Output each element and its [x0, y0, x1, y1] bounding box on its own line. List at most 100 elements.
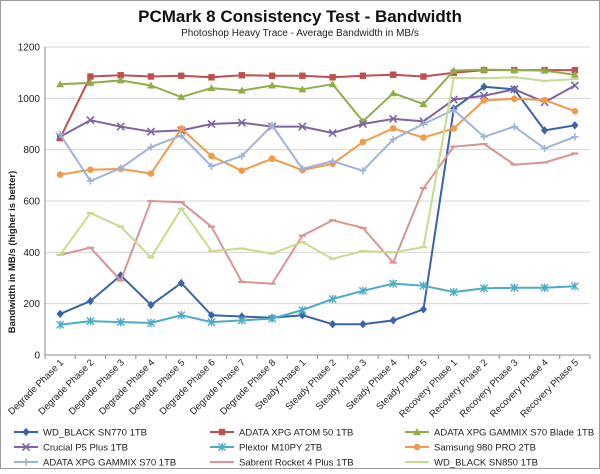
data-point	[146, 127, 156, 136]
data-point	[571, 107, 579, 115]
data-point	[540, 283, 549, 292]
data-point	[178, 72, 185, 79]
legend-label: Plextor M10PY 2TB	[239, 443, 322, 454]
data-point	[238, 72, 246, 79]
data-point	[237, 118, 246, 127]
legend-label: ADATA XPG ATOM 50 1TB	[239, 428, 353, 439]
series-line	[59, 76, 575, 260]
data-point	[177, 93, 186, 101]
y-axis-ticks: 0 200 400 600 800 1000 1200	[18, 43, 41, 362]
data-point	[87, 166, 94, 173]
data-point	[117, 164, 125, 172]
data-point	[117, 72, 124, 79]
data-point	[511, 95, 518, 103]
data-point	[571, 121, 579, 130]
legend-item: ADATA XPG GAMMIX S70 Blade 1TB	[405, 428, 594, 439]
legend-label: Sabrent Rocket 4 Plus 1TB	[239, 458, 354, 469]
legend-item: ADATA XPG GAMMIX S70 1TB	[14, 458, 176, 469]
data-point	[449, 66, 458, 74]
series-wd-black-sn770-1tb	[56, 82, 579, 329]
data-point	[389, 135, 397, 143]
data-point	[298, 305, 307, 315]
data-point	[298, 85, 307, 93]
legend-label: WD_BLACK SN850 1TB	[434, 458, 538, 469]
data-point	[267, 314, 277, 323]
x-tick-label: Degrade Phase 5	[127, 357, 187, 417]
data-point	[146, 318, 156, 328]
data-point	[358, 119, 368, 129]
data-point	[238, 152, 246, 160]
data-point	[479, 284, 489, 293]
series-adata-xpg-gammix-s70-1tb	[56, 106, 579, 185]
data-point	[56, 320, 65, 329]
data-point	[540, 144, 549, 152]
chart-subtitle: Photoshop Heavy Trace - Average Bandwidt…	[181, 28, 419, 39]
data-point	[571, 66, 579, 74]
data-point	[450, 125, 458, 132]
legend-item: ADATA XPG ATOM 50 1TB	[210, 428, 353, 439]
x-tick-label: Degrade Phase 4	[97, 357, 157, 417]
data-point	[56, 80, 65, 88]
data-point	[449, 95, 458, 104]
series-line	[60, 68, 576, 123]
data-point	[56, 171, 64, 178]
data-point	[177, 125, 185, 132]
legend-item: Samsung 980 PRO 2TB	[405, 443, 536, 454]
series-plextor-m10py-2tb	[56, 279, 579, 329]
data-point	[419, 99, 428, 107]
data-point	[329, 320, 337, 329]
data-point	[389, 114, 398, 124]
data-point	[570, 282, 579, 291]
series-line	[59, 108, 576, 182]
data-point	[56, 130, 64, 138]
data-point	[268, 121, 276, 129]
legend-item: Crucial P5 Plus 1TB	[14, 443, 128, 454]
series-line	[59, 85, 576, 326]
y-tick-label: 600	[23, 197, 40, 208]
data-point	[358, 286, 368, 295]
data-point	[389, 71, 397, 78]
data-point	[541, 96, 548, 104]
data-point	[510, 66, 519, 74]
data-point	[86, 78, 95, 86]
x-tick-label: Degrade Phase 8	[218, 357, 278, 417]
series-wd-black-sn850-1tb	[56, 76, 579, 260]
data-point	[449, 288, 458, 297]
x-tick-label: Degrade Phase 2	[36, 357, 96, 417]
legend-item: Plextor M10PY 2TB	[210, 443, 322, 454]
data-point	[238, 167, 246, 175]
series-line	[59, 84, 576, 138]
data-point	[413, 443, 421, 451]
data-point	[86, 317, 95, 326]
data-point	[56, 134, 64, 142]
data-point	[207, 84, 216, 92]
data-point	[87, 73, 94, 80]
x-tick-label: Recovery Phase 5	[518, 357, 581, 420]
data-point	[419, 305, 428, 314]
data-point	[22, 427, 30, 437]
data-point	[571, 133, 579, 141]
data-point	[237, 86, 246, 94]
data-point	[419, 120, 428, 128]
data-point	[359, 167, 367, 175]
data-point	[328, 294, 337, 304]
data-point	[570, 81, 580, 90]
data-point	[419, 281, 428, 290]
data-point	[359, 320, 367, 329]
data-point	[328, 80, 337, 88]
x-tick-label: Degrade Phase 6	[158, 357, 218, 417]
data-point	[56, 309, 64, 319]
x-tick-label: Degrade Phase 3	[67, 357, 127, 417]
series-line	[59, 143, 576, 285]
legend-label: ADATA XPG GAMMIX S70 1TB	[43, 458, 176, 469]
data-point	[359, 72, 367, 79]
data-point	[510, 122, 518, 131]
data-point	[389, 279, 398, 288]
data-point	[450, 106, 458, 114]
data-point	[147, 170, 155, 177]
data-point	[329, 74, 336, 81]
data-point	[480, 133, 488, 141]
data-point	[116, 122, 125, 131]
data-point	[207, 162, 216, 170]
data-point	[208, 152, 215, 160]
